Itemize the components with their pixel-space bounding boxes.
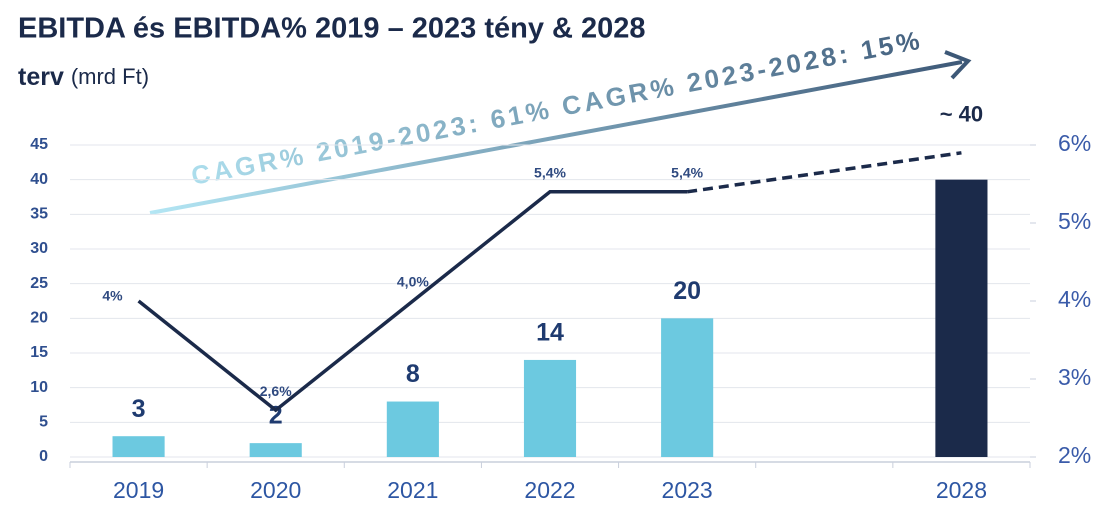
x-tick-label: 2023 <box>662 477 713 503</box>
y-tick-label: 35 <box>30 206 48 223</box>
line <box>686 151 962 194</box>
y-tick-label: 10 <box>30 379 48 396</box>
y-tick-label: 45 <box>30 136 48 153</box>
title-line2: terv <box>18 63 64 91</box>
cagr-arrow <box>149 60 963 215</box>
y-tick-label: 40 <box>30 171 48 188</box>
y-tick-label: 0 <box>39 448 48 465</box>
arrow-head <box>944 50 972 80</box>
x-tick-label: 2019 <box>113 477 164 503</box>
y-tick-label: 30 <box>30 240 48 257</box>
bar <box>386 401 439 457</box>
bar-value-label: 14 <box>536 319 564 347</box>
y2-tick-label: 5% <box>1058 208 1091 234</box>
chart-title: EBITDA és EBITDA% 2019 – 2023 tény & 202… <box>18 13 646 45</box>
x-tick-label: 2022 <box>524 477 575 503</box>
bar <box>112 436 165 457</box>
line <box>137 190 688 413</box>
bar <box>249 443 302 457</box>
chart-subtitle: terv (mrd Ft) <box>18 63 149 91</box>
bar-value-label: 20 <box>673 277 701 305</box>
line-value-label: 2,6% <box>260 383 292 399</box>
y2-tick-label: 4% <box>1058 286 1091 312</box>
y2-tick-label: 3% <box>1058 364 1091 390</box>
unit: (mrd Ft) <box>71 64 149 89</box>
line-value-label: 5,4% <box>534 165 566 181</box>
bar-value-label: 8 <box>406 360 420 388</box>
bar <box>935 179 988 457</box>
x-tick-label: 2020 <box>250 477 301 503</box>
y-tick-label: 25 <box>30 275 48 292</box>
bar-value-label: 3 <box>132 395 146 423</box>
line-value-label: 4,0% <box>397 274 429 290</box>
bar-value-label: ~ 40 <box>940 101 983 126</box>
bar <box>523 359 577 457</box>
y-tick-label: 20 <box>30 310 48 327</box>
line-value-label: 5,4% <box>671 165 703 181</box>
y2-tick-label: 2% <box>1058 442 1091 468</box>
y-tick-label: 15 <box>30 344 48 361</box>
x-tick-label: 2021 <box>387 477 438 503</box>
cagr-1: CAGR% 2019-2023: 61% <box>189 94 551 190</box>
y-tick-label: 5 <box>39 414 48 431</box>
x-tick-label: 2028 <box>936 477 987 503</box>
line-value-label: 4% <box>102 288 123 304</box>
y2-tick-label: 6% <box>1058 130 1091 156</box>
bar <box>661 318 714 457</box>
